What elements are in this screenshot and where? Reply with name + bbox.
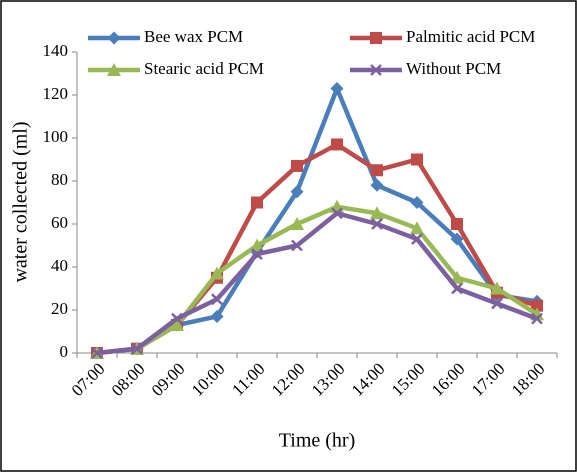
- marker: [370, 32, 382, 44]
- marker: [370, 178, 384, 192]
- series-line: [96, 211, 538, 356]
- y-tick-label: 100: [43, 127, 69, 146]
- marker: [250, 238, 264, 252]
- marker: [171, 312, 183, 325]
- marker: [411, 233, 423, 245]
- marker: [410, 196, 424, 209]
- marker: [450, 270, 464, 284]
- y-tick-label: 120: [43, 84, 69, 103]
- y-tick-label: 140: [43, 41, 69, 60]
- marker: [210, 309, 224, 323]
- y-tick-label: 60: [51, 213, 68, 232]
- marker: [370, 206, 384, 220]
- marker: [531, 299, 543, 312]
- marker: [411, 153, 423, 166]
- legend-label: Bee wax PCM: [144, 27, 243, 46]
- marker: [290, 185, 304, 199]
- marker: [290, 217, 304, 230]
- marker: [210, 266, 224, 280]
- marker: [211, 293, 223, 306]
- marker: [170, 318, 184, 332]
- legend-label: Stearic acid PCM: [144, 59, 264, 78]
- marker: [370, 64, 382, 76]
- marker: [251, 196, 263, 209]
- marker: [330, 82, 344, 96]
- y-tick-label: 40: [51, 256, 68, 275]
- marker: [131, 342, 143, 355]
- marker: [291, 159, 303, 172]
- marker: [450, 232, 464, 246]
- x-axis-label: Time (hr): [279, 430, 355, 452]
- series-line: [96, 204, 539, 356]
- marker: [107, 63, 121, 76]
- y-tick-label: 20: [51, 299, 68, 318]
- marker: [251, 248, 263, 260]
- marker: [91, 347, 103, 359]
- marker: [531, 312, 543, 325]
- marker: [410, 221, 424, 235]
- y-tick-label: 0: [60, 342, 69, 361]
- legend-label: Palmitic acid PCM: [406, 27, 535, 46]
- legend-label: Without PCM: [406, 59, 501, 78]
- y-axis-label: water collected (ml): [10, 121, 32, 282]
- marker: [490, 281, 504, 295]
- marker: [371, 164, 383, 177]
- marker: [451, 218, 463, 230]
- marker: [451, 282, 463, 295]
- marker: [331, 138, 343, 151]
- marker: [491, 297, 503, 310]
- marker: [331, 207, 343, 220]
- marker: [371, 218, 383, 230]
- y-tick-label: 80: [51, 170, 68, 189]
- marker: [107, 31, 121, 45]
- marker: [291, 239, 303, 252]
